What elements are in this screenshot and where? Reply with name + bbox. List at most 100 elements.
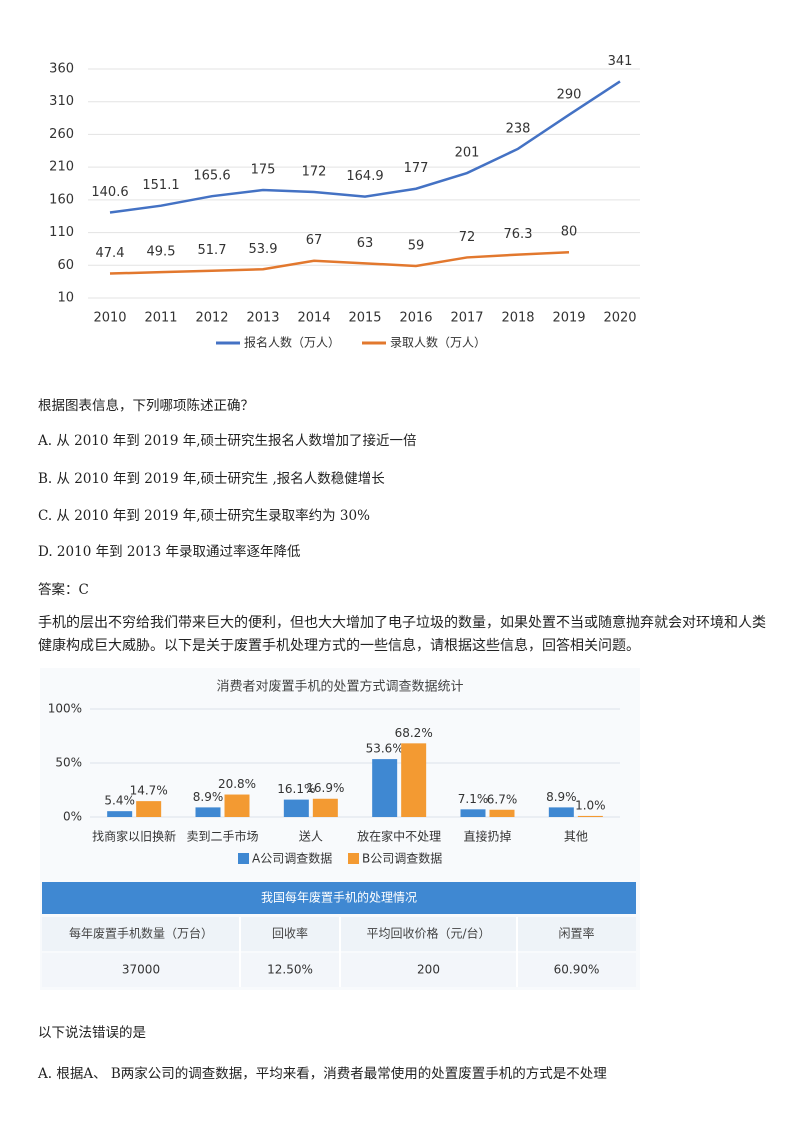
x-tick-label: 2018 bbox=[501, 311, 534, 326]
table-title: 我国每年废置手机的处理情况 bbox=[261, 890, 417, 905]
bar bbox=[136, 801, 162, 817]
x-tick-label: 2011 bbox=[144, 311, 177, 326]
data-label: 76.3 bbox=[504, 227, 533, 242]
data-label: 177 bbox=[404, 161, 429, 176]
x-tick-label: 2020 bbox=[603, 311, 636, 326]
legend-swatch bbox=[348, 853, 359, 864]
bar bbox=[401, 743, 427, 817]
option: A. 从 2010 年到 2019 年,硕士研究生报名人数增加了接近一倍 bbox=[38, 433, 417, 449]
table-cell: 12.50% bbox=[267, 963, 313, 977]
x-tick-label: 2010 bbox=[93, 311, 126, 326]
data-label: 67 bbox=[306, 233, 323, 248]
option: C. 从 2010 年到 2019 年,硕士研究生录取率约为 30% bbox=[38, 508, 370, 524]
data-label: 8.9% bbox=[546, 790, 577, 804]
data-label: 1.0% bbox=[575, 798, 606, 812]
y-tick-label: 10 bbox=[57, 291, 74, 306]
data-label: 63 bbox=[357, 236, 374, 251]
table-cell: 200 bbox=[417, 963, 440, 977]
x-tick-label: 2016 bbox=[399, 311, 432, 326]
data-label: 49.5 bbox=[147, 245, 176, 260]
data-label: 175 bbox=[251, 163, 276, 178]
data-label: 53.9 bbox=[249, 242, 278, 257]
table-header-cell: 平均回收价格（元/台） bbox=[366, 926, 490, 941]
y-tick-label: 60 bbox=[57, 258, 74, 273]
bar bbox=[195, 807, 221, 817]
x-tick-label: 2013 bbox=[246, 311, 279, 326]
table-title-bar bbox=[42, 882, 636, 914]
bar bbox=[577, 815, 603, 817]
data-label: 201 bbox=[455, 146, 480, 161]
question-prompt: 以下说法错误的是 bbox=[38, 1025, 146, 1041]
legend-label: A公司调查数据 bbox=[252, 851, 332, 866]
legend-label: 录取人数（万人） bbox=[390, 335, 486, 350]
data-label: 290 bbox=[557, 87, 582, 102]
x-tick-label: 2012 bbox=[195, 311, 228, 326]
data-label: 51.7 bbox=[198, 243, 227, 258]
x-tick-label: 2014 bbox=[297, 311, 330, 326]
y-tick-label: 50% bbox=[55, 756, 82, 770]
y-tick-label: 310 bbox=[49, 94, 74, 109]
line-series bbox=[109, 250, 570, 275]
chart-title: 消费者对废置手机的处置方式调查数据统计 bbox=[216, 679, 463, 695]
y-tick-label: 260 bbox=[49, 127, 74, 142]
data-label: 20.8% bbox=[218, 777, 256, 791]
table-header-cell: 每年废置手机数量（万台） bbox=[69, 926, 213, 941]
x-tick-label: 送人 bbox=[299, 829, 323, 844]
line-series bbox=[109, 80, 621, 214]
answer: 答案：C bbox=[38, 582, 89, 598]
data-label: 151.1 bbox=[142, 178, 179, 193]
y-tick-label: 210 bbox=[49, 160, 74, 175]
bar bbox=[460, 809, 486, 817]
bar bbox=[312, 798, 338, 817]
y-tick-label: 160 bbox=[49, 192, 74, 207]
data-label: 16.1% bbox=[277, 782, 315, 796]
data-label: 164.9 bbox=[346, 169, 383, 184]
table-cell: 60.90% bbox=[554, 963, 600, 977]
table-header-cell: 回收率 bbox=[272, 926, 308, 941]
table-cell: 37000 bbox=[122, 963, 160, 977]
table-header-cell: 闲置率 bbox=[558, 926, 594, 941]
data-label: 8.9% bbox=[193, 790, 224, 804]
data-label: 72 bbox=[459, 230, 476, 245]
x-tick-label: 直接扔掉 bbox=[463, 829, 511, 844]
y-tick-label: 0% bbox=[63, 810, 82, 824]
legend-label: 报名人数（万人） bbox=[244, 335, 340, 350]
data-label: 238 bbox=[506, 121, 531, 136]
x-tick-label: 找商家以旧换新 bbox=[92, 829, 176, 844]
data-label: 172 bbox=[302, 165, 327, 180]
question-prompt: 根据图表信息，下列哪项陈述正确？ bbox=[38, 398, 254, 414]
data-label: 14.7% bbox=[130, 784, 168, 798]
bar bbox=[548, 807, 574, 817]
x-tick-label: 放在家中不处理 bbox=[357, 829, 441, 844]
data-label: 165.6 bbox=[193, 169, 230, 184]
data-label: 80 bbox=[561, 225, 578, 240]
data-label: 68.2% bbox=[395, 726, 433, 740]
x-tick-label: 卖到二手市场 bbox=[186, 829, 258, 844]
option: A. 根据A、 B两家公司的调查数据，平均来看，消费者最常使用的处置废置手机的方… bbox=[38, 1066, 607, 1082]
bar bbox=[283, 799, 309, 817]
data-label: 59 bbox=[408, 238, 425, 253]
x-tick-label: 2015 bbox=[348, 311, 381, 326]
legend-label: B公司调查数据 bbox=[362, 851, 442, 866]
data-label: 16.9% bbox=[306, 781, 344, 795]
x-tick-label: 2019 bbox=[552, 311, 585, 326]
x-tick-label: 其他 bbox=[564, 830, 588, 844]
data-label: 53.6% bbox=[366, 742, 404, 756]
bar bbox=[489, 809, 515, 817]
legend-swatch bbox=[238, 853, 249, 864]
data-label: 6.7% bbox=[487, 792, 518, 806]
y-tick-label: 100% bbox=[48, 702, 82, 716]
data-label: 140.6 bbox=[91, 185, 128, 200]
option: D. 2010 年到 2013 年录取通过率逐年降低 bbox=[38, 544, 301, 560]
passage: 手机的层出不穷给我们带来巨大的便利，但也大大增加了电子垃圾的数量，如果处置不当或… bbox=[38, 615, 766, 654]
data-label: 5.4% bbox=[104, 794, 135, 808]
bar bbox=[107, 811, 133, 817]
x-tick-label: 2017 bbox=[450, 311, 483, 326]
option: B. 从 2010 年到 2019 年,硕士研究生 ,报名人数稳健增长 bbox=[38, 471, 385, 487]
bar bbox=[372, 759, 398, 817]
data-label: 341 bbox=[608, 54, 633, 69]
data-label: 7.1% bbox=[458, 792, 489, 806]
y-tick-label: 110 bbox=[49, 225, 74, 240]
